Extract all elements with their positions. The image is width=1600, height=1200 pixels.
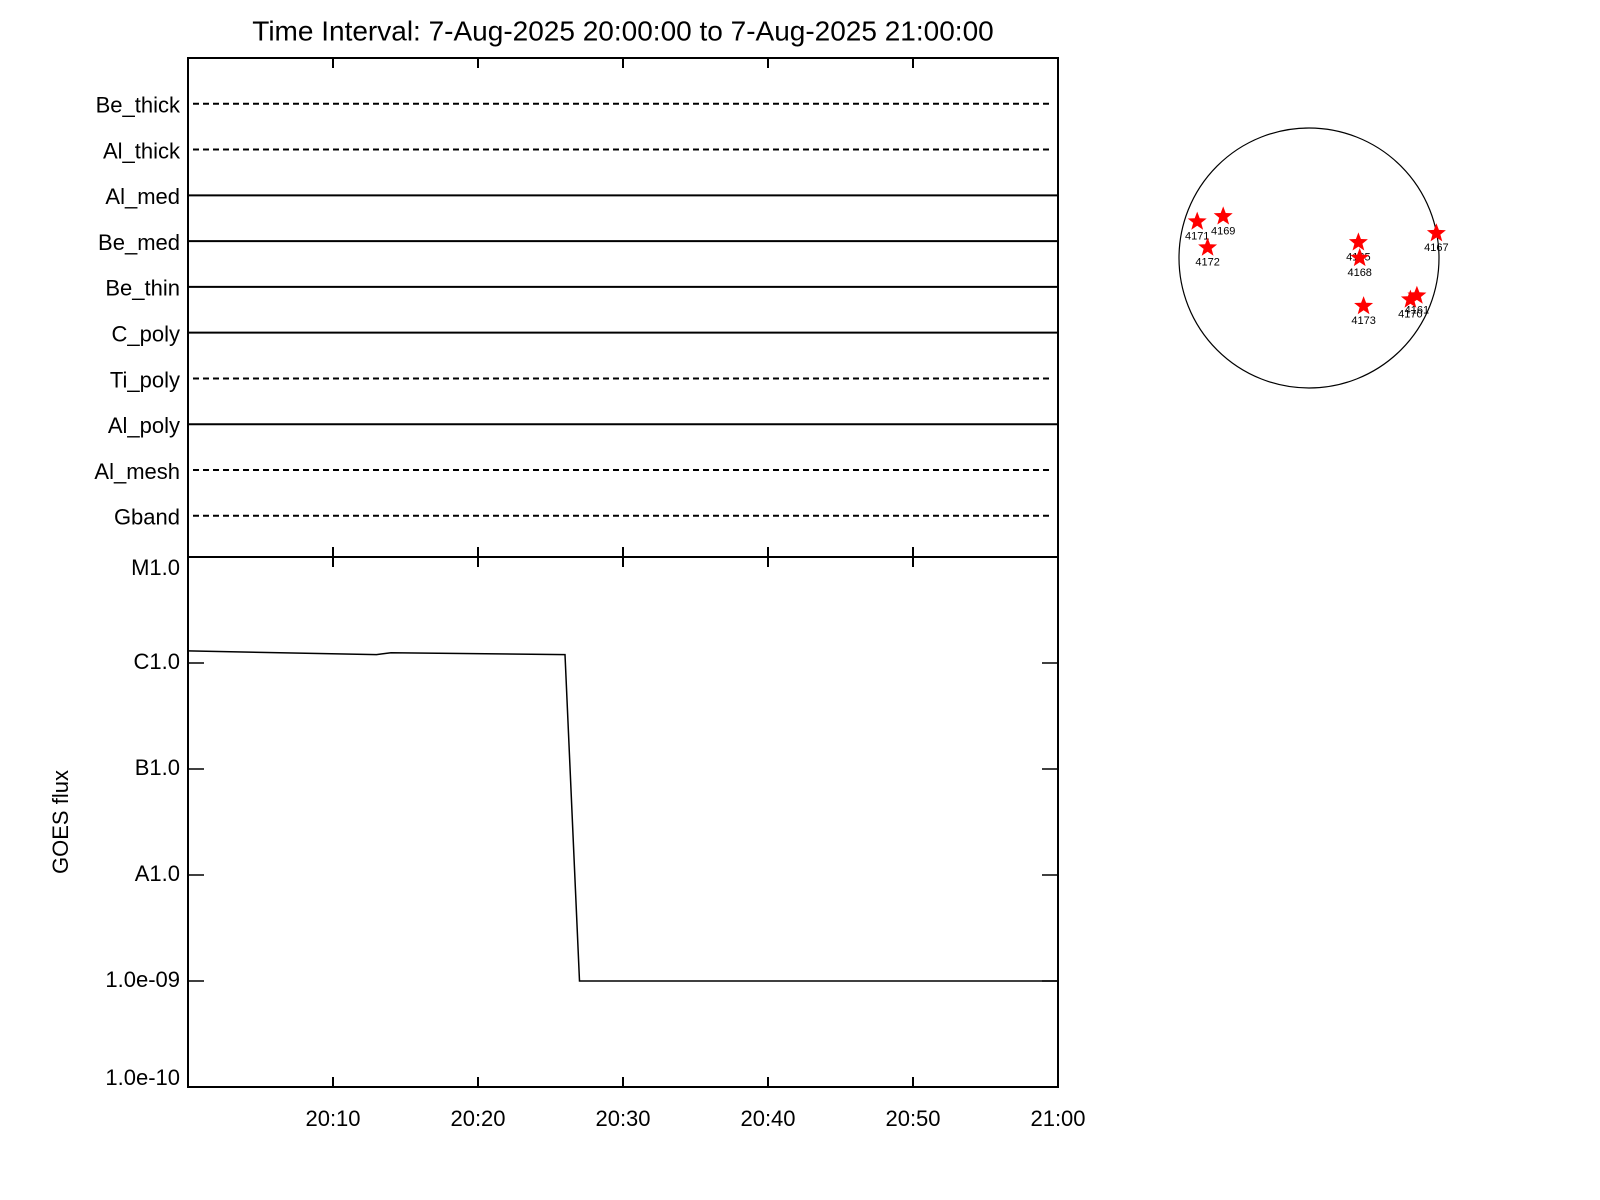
active-region-label: 4173: [1351, 315, 1375, 327]
filter-label: Al_thick: [103, 138, 181, 163]
x-tick-label: 21:00: [1030, 1106, 1085, 1131]
x-tick-label: 20:30: [595, 1106, 650, 1131]
y-tick-label: A1.0: [135, 861, 180, 886]
active-region-label: 4168: [1347, 267, 1371, 279]
x-tick-label: 20:10: [305, 1106, 360, 1131]
y-axis-label: GOES flux: [48, 770, 73, 874]
active-region-label: 4169: [1211, 225, 1235, 237]
filter-label: Ti_poly: [110, 367, 180, 392]
chart-title: Time Interval: 7-Aug-2025 20:00:00 to 7-…: [252, 15, 993, 46]
filter-label: Be_thick: [96, 93, 181, 118]
active-region-marker: [1198, 237, 1218, 256]
y-tick-label: M1.0: [131, 555, 180, 580]
filter-label: Be_thin: [105, 276, 180, 301]
filter-label: Gband: [114, 505, 180, 530]
active-region-marker: [1213, 206, 1233, 225]
y-tick-label: 1.0e-09: [105, 967, 180, 992]
x-tick-label: 20:20: [450, 1106, 505, 1131]
x-tick-label: 20:50: [885, 1106, 940, 1131]
filter-label: Be_med: [98, 230, 180, 255]
filter-label: Al_mesh: [94, 459, 180, 484]
active-region-marker: [1187, 211, 1207, 230]
goes-line: [187, 650, 1058, 982]
x-tick-label: 20:40: [740, 1106, 795, 1131]
filter-label: Al_poly: [108, 413, 180, 438]
active-region-marker: [1348, 232, 1368, 251]
active-region-marker: [1407, 285, 1427, 304]
active-region-marker: [1354, 296, 1374, 315]
active-region-marker: [1400, 289, 1420, 308]
filter-label: Al_med: [105, 184, 180, 209]
active-region-label: 4170: [1398, 309, 1422, 321]
active-region-label: 4172: [1195, 257, 1219, 269]
filter-label: C_poly: [112, 321, 180, 346]
active-region-label: 4167: [1424, 242, 1448, 254]
solar-disk: [1178, 127, 1440, 389]
y-tick-label: B1.0: [135, 755, 180, 780]
y-tick-label: 1.0e-10: [105, 1065, 180, 1090]
active-region-label: 4171: [1185, 231, 1209, 243]
active-region-label: 4161: [1405, 305, 1429, 317]
y-tick-label: C1.0: [134, 649, 180, 674]
active-region-marker: [1426, 223, 1446, 242]
active-region-marker: [1350, 248, 1370, 267]
